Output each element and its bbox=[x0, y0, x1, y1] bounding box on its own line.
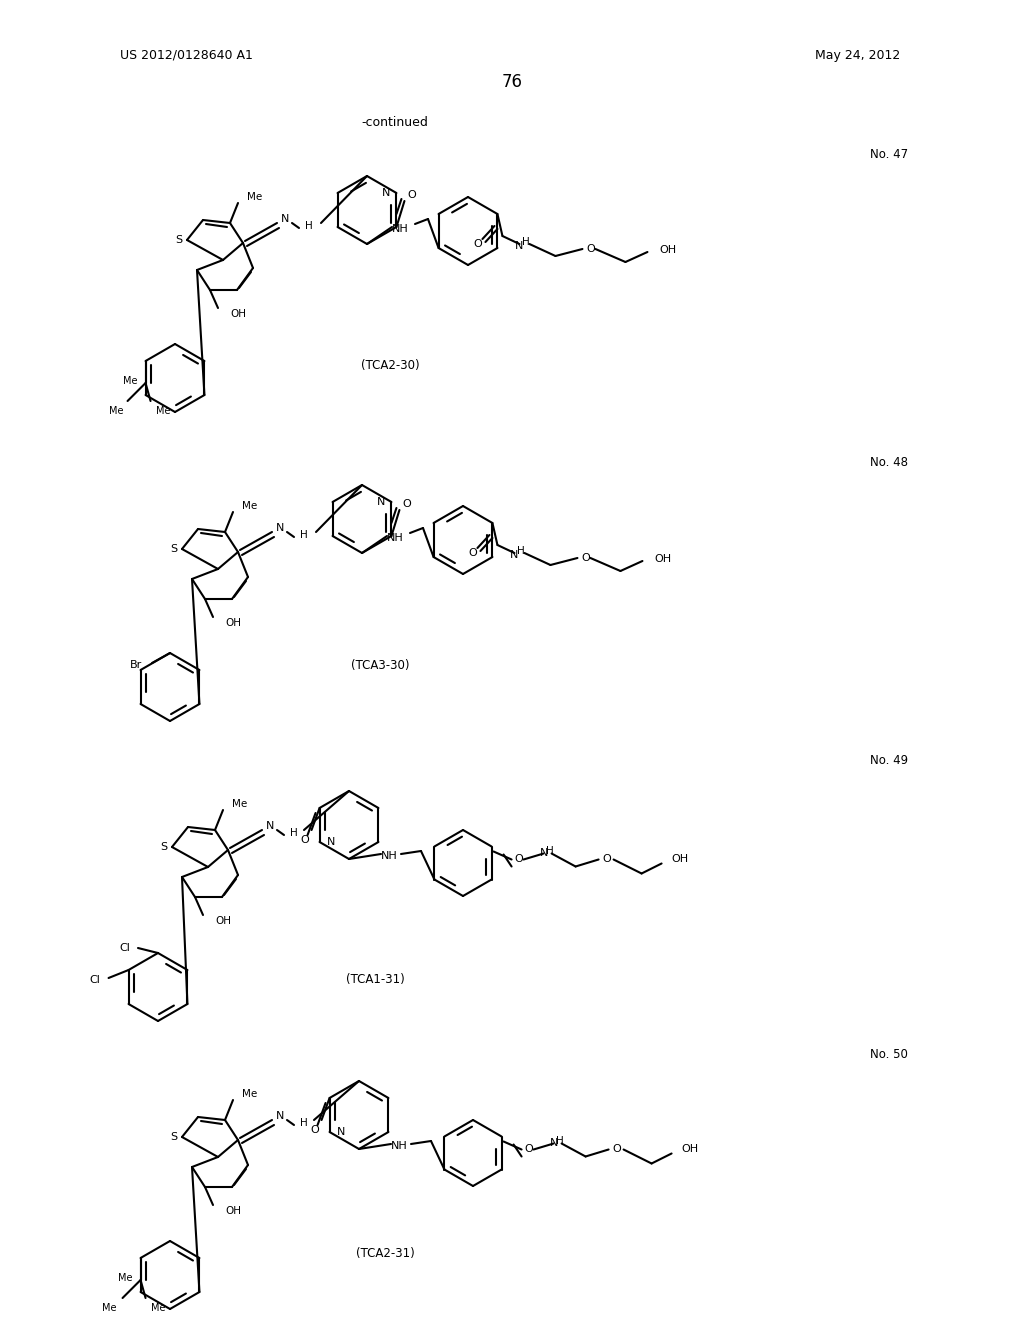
Text: Me: Me bbox=[123, 376, 137, 385]
Text: No. 47: No. 47 bbox=[870, 149, 908, 161]
Text: Me: Me bbox=[151, 1303, 165, 1313]
Text: H: H bbox=[290, 828, 298, 838]
Text: N: N bbox=[510, 550, 518, 560]
Text: O: O bbox=[402, 499, 411, 510]
Text: O: O bbox=[473, 239, 482, 249]
Text: (TCA2-31): (TCA2-31) bbox=[355, 1246, 415, 1259]
Text: Cl: Cl bbox=[90, 975, 100, 985]
Text: O: O bbox=[581, 553, 590, 564]
Text: OH: OH bbox=[682, 1144, 698, 1155]
Text: Br: Br bbox=[130, 660, 142, 671]
Text: (TCA1-31): (TCA1-31) bbox=[346, 974, 404, 986]
Text: US 2012/0128640 A1: US 2012/0128640 A1 bbox=[120, 49, 253, 62]
Text: S: S bbox=[170, 544, 177, 554]
Text: H: H bbox=[305, 220, 313, 231]
Text: Me: Me bbox=[247, 191, 262, 202]
Text: (TCA3-30): (TCA3-30) bbox=[351, 659, 410, 672]
Text: May 24, 2012: May 24, 2012 bbox=[815, 49, 900, 62]
Text: O: O bbox=[524, 1144, 532, 1155]
Text: NH: NH bbox=[390, 1140, 408, 1151]
Text: No. 49: No. 49 bbox=[870, 754, 908, 767]
Text: O: O bbox=[586, 244, 595, 253]
Text: No. 48: No. 48 bbox=[870, 455, 908, 469]
Text: N: N bbox=[328, 837, 336, 847]
Text: Me: Me bbox=[232, 799, 247, 809]
Text: N: N bbox=[550, 1138, 558, 1148]
Text: O: O bbox=[310, 1125, 318, 1135]
Text: H: H bbox=[521, 238, 529, 247]
Text: N: N bbox=[377, 498, 386, 507]
Text: Cl: Cl bbox=[119, 942, 130, 953]
Text: -continued: -continued bbox=[361, 116, 428, 128]
Text: NH: NH bbox=[391, 224, 409, 234]
Text: OH: OH bbox=[215, 916, 231, 927]
Text: O: O bbox=[300, 836, 309, 845]
Text: Me: Me bbox=[118, 1272, 132, 1283]
Text: N: N bbox=[275, 523, 285, 533]
Text: H: H bbox=[546, 846, 553, 857]
Text: H: H bbox=[300, 531, 308, 540]
Text: OH: OH bbox=[225, 618, 241, 628]
Text: Me: Me bbox=[156, 407, 170, 416]
Text: OH: OH bbox=[672, 854, 689, 865]
Text: N: N bbox=[266, 821, 274, 832]
Text: OH: OH bbox=[230, 309, 246, 319]
Text: NH: NH bbox=[381, 851, 397, 861]
Text: NH: NH bbox=[387, 533, 403, 543]
Text: H: H bbox=[516, 546, 524, 556]
Text: OH: OH bbox=[654, 554, 672, 564]
Text: O: O bbox=[514, 854, 523, 865]
Text: O: O bbox=[468, 548, 477, 558]
Text: O: O bbox=[602, 854, 611, 863]
Text: No. 50: No. 50 bbox=[870, 1048, 908, 1061]
Text: Me: Me bbox=[102, 1303, 117, 1313]
Text: N: N bbox=[275, 1111, 285, 1121]
Text: 76: 76 bbox=[502, 73, 522, 91]
Text: O: O bbox=[408, 190, 416, 201]
Text: Me: Me bbox=[109, 407, 124, 416]
Text: S: S bbox=[161, 842, 168, 851]
Text: N: N bbox=[281, 214, 289, 224]
Text: N: N bbox=[337, 1127, 346, 1137]
Text: OH: OH bbox=[659, 246, 677, 255]
Text: O: O bbox=[612, 1143, 621, 1154]
Text: N: N bbox=[382, 187, 390, 198]
Text: N: N bbox=[515, 242, 523, 251]
Text: N: N bbox=[540, 849, 548, 858]
Text: S: S bbox=[170, 1133, 177, 1142]
Text: Me: Me bbox=[242, 502, 257, 511]
Text: OH: OH bbox=[225, 1206, 241, 1216]
Text: S: S bbox=[175, 235, 182, 246]
Text: H: H bbox=[300, 1118, 308, 1129]
Text: H: H bbox=[556, 1137, 563, 1147]
Text: Me: Me bbox=[242, 1089, 257, 1100]
Text: (TCA2-30): (TCA2-30) bbox=[360, 359, 419, 371]
